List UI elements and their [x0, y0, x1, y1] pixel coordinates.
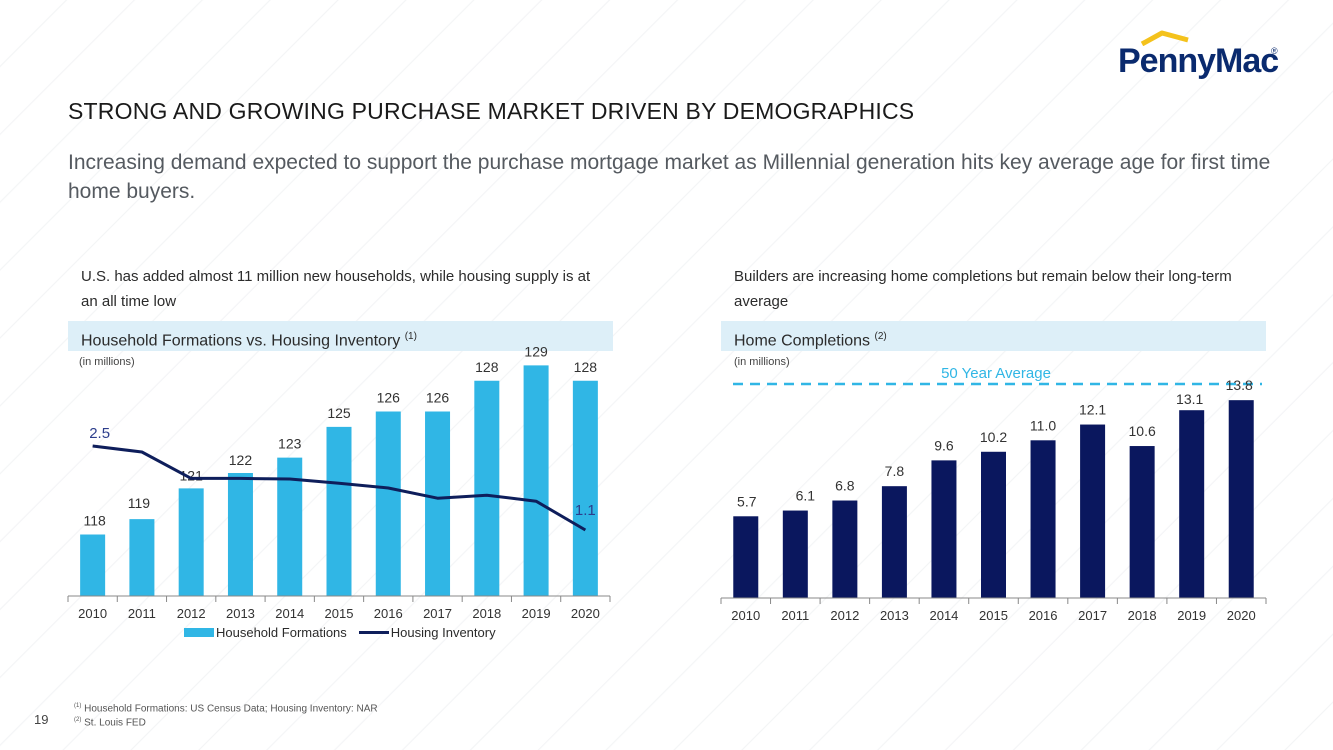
household-formation-bar — [375, 411, 401, 596]
bar-value-label: 126 — [377, 390, 401, 406]
logo-registered-mark: ® — [1271, 46, 1278, 56]
bar-value-label: 123 — [278, 436, 302, 452]
x-tick-label: 2015 — [325, 606, 354, 621]
bar-value-label: 7.8 — [885, 463, 905, 479]
bar-value-label: 10.2 — [980, 429, 1007, 445]
x-tick-label: 2018 — [1128, 608, 1157, 623]
pennymac-logo: PennyMac ® — [1118, 30, 1279, 85]
page-subtitle: Increasing demand expected to support th… — [68, 151, 1271, 203]
bar-value-label: 13.8 — [1226, 377, 1253, 393]
x-tick-label: 2010 — [731, 608, 760, 623]
x-tick-label: 2012 — [177, 606, 206, 621]
x-tick-label: 2020 — [571, 606, 600, 621]
left-chart-header: Household Formations vs. Housing Invento… — [68, 321, 613, 351]
x-tick-label: 2016 — [1029, 608, 1058, 623]
bar-value-label: 13.1 — [1176, 391, 1203, 407]
logo-text: PennyMac — [1118, 42, 1279, 80]
bar-value-label: 12.1 — [1079, 402, 1106, 418]
page-number: 19 — [34, 712, 49, 727]
footnote-1-text: Household Formations: US Census Data; Ho… — [84, 703, 378, 715]
x-tick-label: 2010 — [78, 606, 107, 621]
page-title: STRONG AND GROWING PURCHASE MARKET DRIVE… — [68, 98, 915, 124]
bar-value-label: 128 — [574, 359, 598, 375]
x-tick-label: 2017 — [1078, 608, 1107, 623]
x-tick-label: 2018 — [472, 606, 501, 621]
legend-line-swatch — [358, 631, 389, 634]
bar-value-label: 6.1 — [796, 488, 816, 504]
left-description: U.S. has added almost 11 million new hou… — [81, 268, 591, 310]
bar-value-label: 10.6 — [1129, 423, 1156, 439]
household-formation-bar — [326, 426, 352, 596]
household-formation-bar — [80, 534, 106, 596]
right-chart-footnote-ref: (2) — [874, 331, 887, 342]
household-formation-bar — [227, 473, 253, 596]
footnote-1-ref: (1) — [74, 703, 82, 709]
bar-value-label: 118 — [83, 513, 106, 529]
footnote-2-text: St. Louis FED — [84, 717, 146, 729]
left-chart-legend: Household Formations Housing Inventory — [184, 625, 496, 640]
right-description: Builders are increasing home completions… — [734, 268, 1232, 310]
home-completions-bar — [981, 451, 1006, 598]
x-tick-label: 2020 — [1227, 608, 1256, 623]
bar-value-label: 5.7 — [737, 493, 757, 509]
left-chart-units: (in millions) — [79, 356, 135, 368]
x-tick-label: 2011 — [781, 608, 809, 623]
home-completions-bar — [832, 500, 858, 598]
right-chart-title: Home Completions — [734, 332, 871, 350]
x-tick-label: 2013 — [880, 608, 909, 623]
home-completions-bar — [881, 486, 907, 598]
footnote-1: (1) Household Formations: US Census Data… — [74, 703, 378, 714]
legend-bar-label: Household Formations — [216, 625, 347, 640]
bar-value-label: 11.0 — [1030, 417, 1056, 433]
bar-value-label: 128 — [475, 359, 499, 375]
household-formation-bar — [523, 365, 549, 596]
home-completions-bar — [1228, 400, 1254, 598]
x-tick-label: 2015 — [979, 608, 1008, 623]
x-tick-label: 2019 — [1177, 608, 1206, 623]
left-chart-title: Household Formations vs. Housing Invento… — [81, 332, 401, 350]
footnote-2-ref: (2) — [74, 717, 82, 723]
bar-value-label: 122 — [229, 452, 253, 468]
x-tick-label: 2014 — [275, 606, 304, 621]
home-completions-bar — [1129, 446, 1155, 598]
home-completions-bar — [1030, 440, 1056, 598]
household-formation-bar — [425, 411, 451, 596]
bar-value-label: 6.8 — [835, 478, 855, 494]
line-value-label: 1.1 — [575, 502, 596, 519]
home-completions-bar — [733, 516, 759, 598]
bar-value-label: 119 — [128, 495, 151, 511]
fifty-year-average-label: 50 Year Average — [941, 365, 1051, 382]
x-tick-label: 2017 — [423, 606, 452, 621]
right-chart-units: (in millions) — [734, 356, 790, 368]
x-tick-label: 2013 — [226, 606, 255, 621]
housing-inventory-line — [92, 444, 587, 532]
bar-value-label: 129 — [524, 343, 548, 359]
x-tick-label: 2016 — [374, 606, 403, 621]
x-tick-label: 2014 — [929, 608, 958, 623]
bar-value-label: 126 — [426, 390, 450, 406]
x-tick-label: 2019 — [522, 606, 551, 621]
household-formation-bar — [572, 380, 598, 596]
home-completions-bar — [931, 460, 957, 598]
bar-value-label: 9.6 — [934, 437, 954, 453]
legend-line-label: Housing Inventory — [390, 625, 496, 640]
roof-icon — [1140, 30, 1189, 46]
household-formation-bar — [178, 488, 204, 596]
footnote-2: (2) St. Louis FED — [74, 717, 146, 728]
home-completions-bar — [1179, 410, 1205, 598]
left-chart-footnote-ref: (1) — [404, 331, 417, 342]
x-tick-label: 2011 — [128, 606, 156, 621]
household-formation-bar — [129, 519, 155, 596]
bar-value-label: 125 — [327, 405, 351, 421]
household-formation-bar — [474, 380, 500, 596]
home-completions-bar — [782, 510, 808, 598]
line-value-label: 2.5 — [89, 425, 110, 442]
right-chart-header: Home Completions (2) — [721, 321, 1266, 351]
home-completions-bar — [1080, 424, 1106, 598]
x-tick-label: 2012 — [830, 608, 859, 623]
legend-bar-swatch — [184, 628, 214, 637]
